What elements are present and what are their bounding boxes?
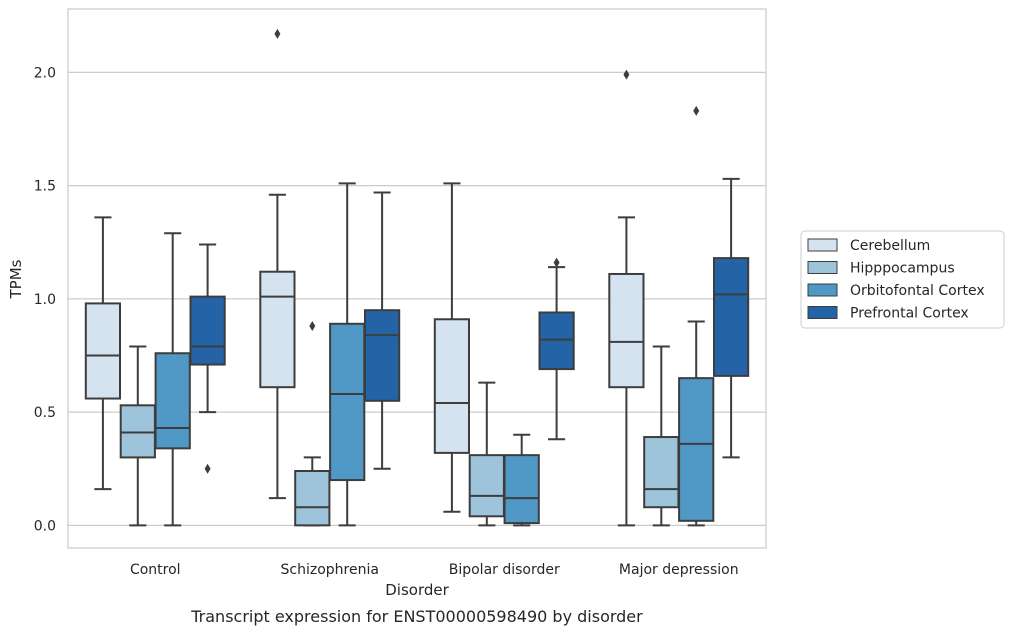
box-1-0 <box>119 345 156 527</box>
box-2-3 <box>678 105 715 527</box>
box-3-3 <box>712 177 750 459</box>
box-0-2 <box>433 182 471 513</box>
legend-swatch <box>807 238 838 252</box>
iqr-box <box>119 404 156 459</box>
legend: Cerebellum Hipppocampus Orbitofontal Corte… <box>800 230 1005 329</box>
iqr-box <box>538 311 575 371</box>
outlier-point <box>693 105 700 116</box>
iqr-box <box>433 318 471 454</box>
x-axis-ticks: Control Schizophrenia Bipolar disorder Majo… <box>130 562 739 578</box>
box-3-2 <box>538 257 575 441</box>
iqr-box <box>678 377 715 522</box>
x-tick-label: Bipolar disorder <box>449 562 560 578</box>
box-1-3 <box>643 345 680 527</box>
box-2-0 <box>154 232 191 527</box>
y-axis-label: TPMs <box>7 259 25 299</box>
outlier-point <box>623 69 630 80</box>
legend-label: Prefrontal Cortex <box>850 306 969 322</box>
y-tick-label: 1.0 <box>34 292 56 308</box>
box-2-1 <box>329 182 366 527</box>
x-tick-label: Control <box>130 562 181 578</box>
iqr-box <box>294 470 331 527</box>
legend-swatch <box>807 261 838 274</box>
legend-frame <box>800 230 1005 329</box>
x-tick-label: Schizophrenia <box>281 562 379 578</box>
iqr-box <box>329 322 366 482</box>
legend-label: Cerebellum <box>850 238 930 254</box>
outlier-point <box>204 463 211 474</box>
legend-label: Hipppocampus <box>850 261 955 277</box>
plot-area-frame <box>67 8 767 549</box>
y-tick-label: 0.0 <box>34 518 56 534</box>
y-axis-ticks: 0.0 0.5 1.0 1.5 2.0 <box>34 65 56 534</box>
iqr-box <box>503 454 540 525</box>
outlier-point <box>309 321 316 332</box>
iqr-box <box>643 436 680 509</box>
box-3-1 <box>363 191 401 470</box>
box-1-1 <box>294 321 331 527</box>
box-3-0 <box>189 243 226 474</box>
iqr-box <box>154 352 191 450</box>
iqr-box <box>84 302 122 400</box>
box-0-0 <box>84 216 122 491</box>
chart-caption: Transcript expression for ENST0000059849… <box>190 607 643 626</box>
outlier-point <box>553 257 560 268</box>
box-0-3 <box>608 69 645 527</box>
y-tick-label: 1.5 <box>34 179 56 195</box>
iqr-box <box>189 295 226 366</box>
outlier-point <box>274 28 281 39</box>
x-axis-label: Disorder <box>385 581 449 599</box>
y-tick-label: 0.5 <box>34 405 56 421</box>
boxes <box>84 28 750 527</box>
box-2-2 <box>503 433 540 527</box>
box-1-2 <box>468 381 505 527</box>
iqr-box <box>608 272 645 389</box>
iqr-box <box>363 309 401 402</box>
iqr-box <box>468 454 505 518</box>
y-tick-label: 2.0 <box>34 65 56 81</box>
legend-swatch <box>807 306 838 319</box>
iqr-box <box>259 270 296 389</box>
legend-label: Orbitofontal Cortex <box>850 283 985 299</box>
box-0-1 <box>259 28 296 500</box>
legend-swatch <box>807 283 838 297</box>
x-tick-label: Major depression <box>619 562 739 578</box>
iqr-box <box>712 257 750 377</box>
